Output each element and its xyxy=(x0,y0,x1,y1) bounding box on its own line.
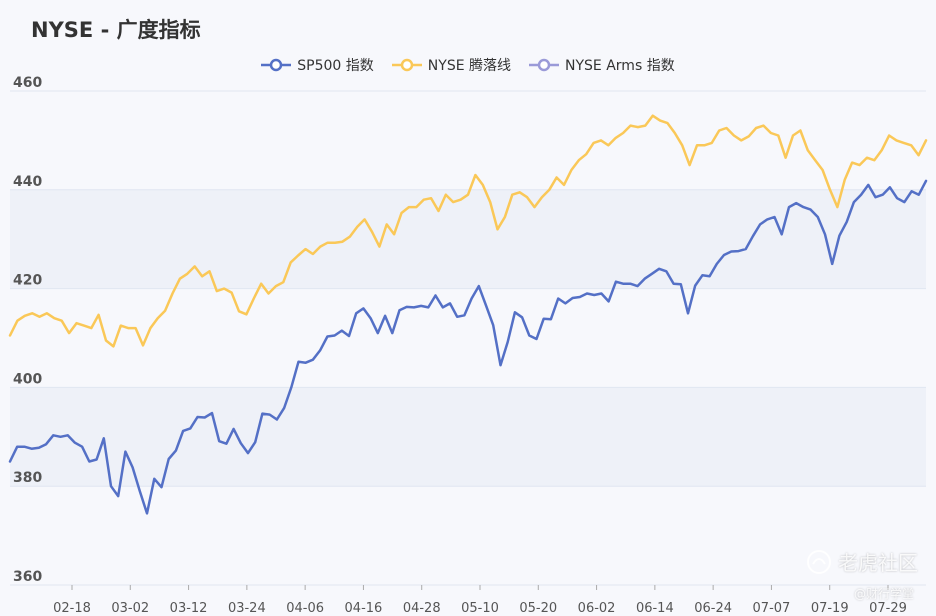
plot-band xyxy=(10,189,926,289)
legend-swatch-nyse-ad-line-icon xyxy=(391,58,422,72)
legend: SP500 指数 NYSE 腾落线 NYSE Arms 指数 xyxy=(0,55,936,75)
watermark-sub: @财行学堂 xyxy=(853,587,914,601)
x-tick-label: 07-19 xyxy=(811,601,849,616)
x-tick-label: 02-18 xyxy=(53,601,91,616)
grid-lines xyxy=(10,90,926,586)
x-tick-label: 04-16 xyxy=(345,601,383,616)
legend-item-nyse-arms[interactable]: NYSE Arms 指数 xyxy=(529,55,675,75)
x-tick-label: 07-29 xyxy=(869,601,907,616)
legend-swatch-nyse-arms-icon xyxy=(529,58,560,72)
x-tick-label: 07-07 xyxy=(753,601,791,616)
y-tick-label: 400 xyxy=(13,371,42,387)
y-tick-label: 460 xyxy=(13,75,42,91)
legend-label-nyse-arms: NYSE Arms 指数 xyxy=(565,58,675,74)
y-tick-label: 440 xyxy=(13,174,42,190)
watermark-text: 老虎社区 xyxy=(838,551,918,575)
series-line-0 xyxy=(8,179,928,515)
legend-label-nyse-ad-line: NYSE 腾落线 xyxy=(427,58,512,74)
legend-label-sp500: SP500 指数 xyxy=(297,58,374,74)
legend-item-nyse-ad-line[interactable]: NYSE 腾落线 xyxy=(391,55,512,75)
x-tick-label: 06-24 xyxy=(694,601,732,616)
series-line-1 xyxy=(8,114,928,348)
plot-band xyxy=(10,387,926,487)
x-tick-label: 04-28 xyxy=(403,601,441,616)
x-tick-label: 05-20 xyxy=(519,601,557,616)
plot-band xyxy=(10,91,926,190)
legend-item-sp500[interactable]: SP500 指数 xyxy=(261,55,374,75)
legend-swatch-sp500-icon xyxy=(261,58,292,72)
x-tick-label: 04-06 xyxy=(286,601,324,616)
y-tick-label: 420 xyxy=(13,273,42,289)
plot-band xyxy=(10,486,926,585)
x-tick-label: 06-02 xyxy=(578,601,616,616)
y-tick-label: 380 xyxy=(13,470,42,486)
y-tick-label: 360 xyxy=(13,569,42,585)
watermark: 老虎社区 xyxy=(806,547,918,576)
x-tick-label: 05-10 xyxy=(461,601,499,616)
y-axis: 360 380 400 420 440 460 xyxy=(13,75,42,585)
x-tick-label: 03-02 xyxy=(111,601,149,616)
plot-bands xyxy=(10,91,926,585)
chart-title: NYSE - 广度指标 xyxy=(31,18,201,42)
x-tick-label: 06-14 xyxy=(636,601,674,616)
x-tick-label: 03-24 xyxy=(228,601,266,616)
x-tick-label: 03-12 xyxy=(170,601,208,616)
series-lines xyxy=(8,114,928,515)
watermark-logo-icon xyxy=(807,549,831,574)
x-axis: 02-18 03-02 03-12 03-24 04-06 04-16 04-28 05-10… xyxy=(53,585,907,616)
